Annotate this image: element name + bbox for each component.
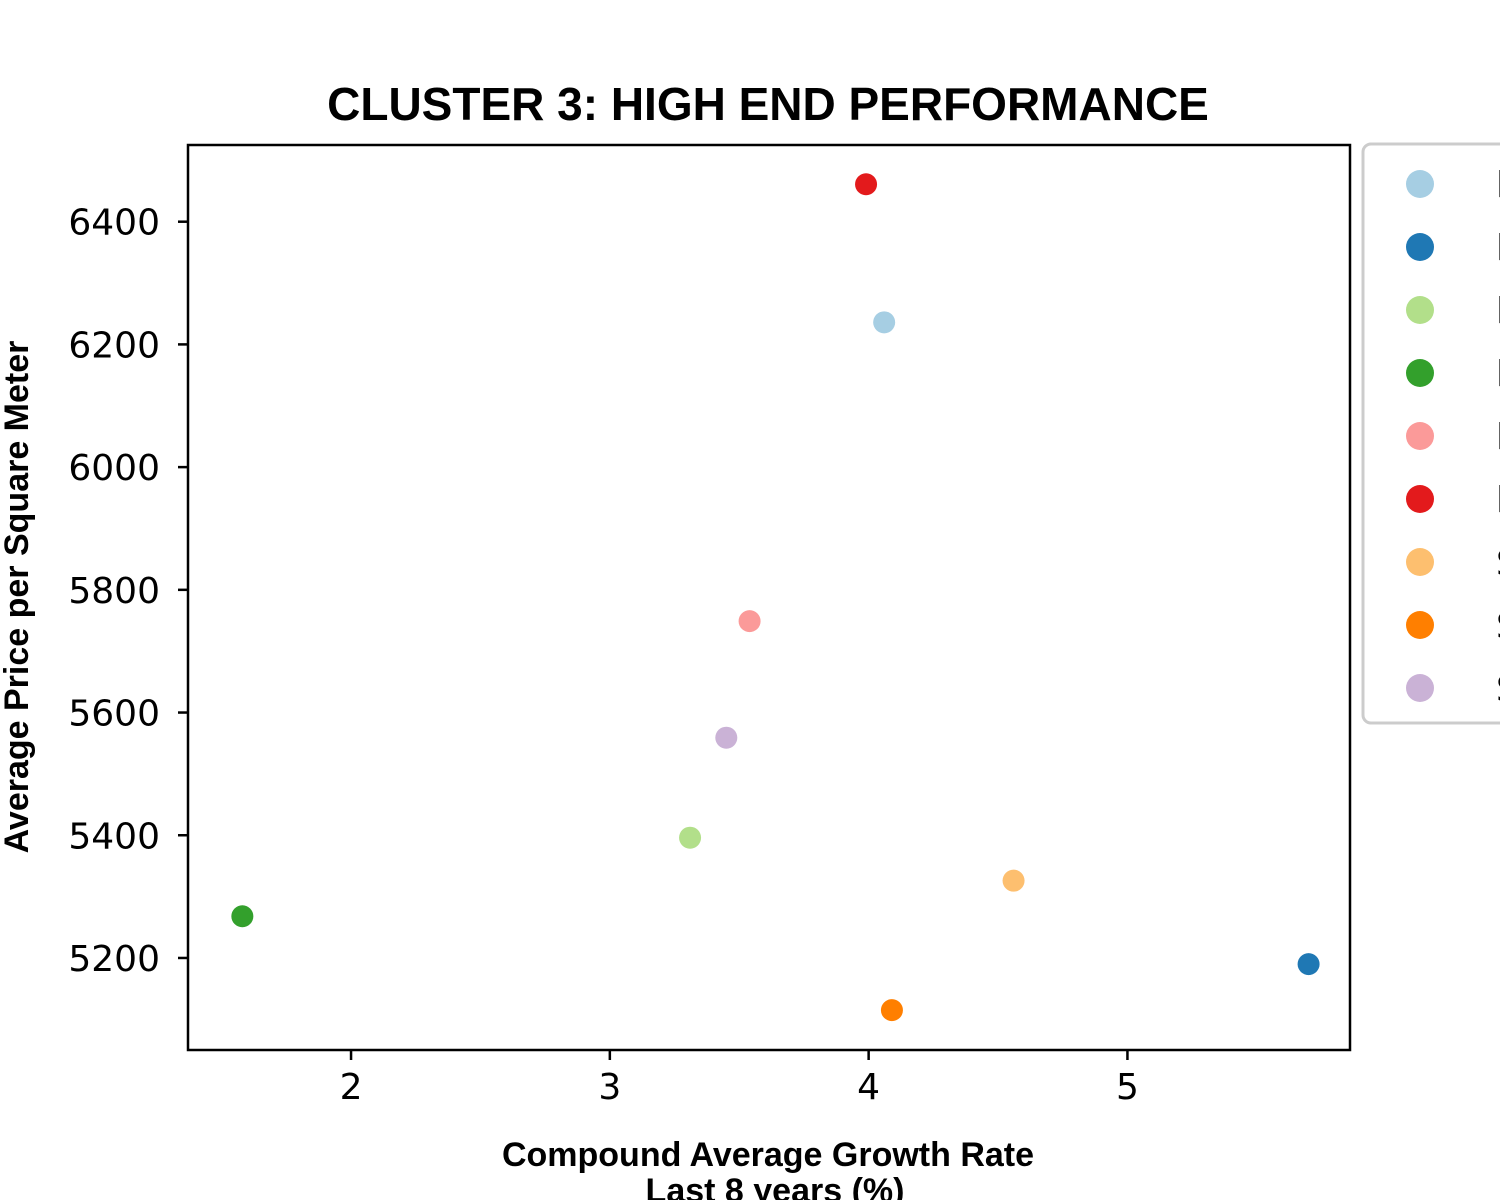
legend-label: l: [1496, 417, 1500, 458]
chart-title: CLUSTER 3: HIGH END PERFORMANCE: [327, 78, 1209, 130]
y-tick-label: 5400: [68, 816, 160, 857]
x-tick-label: 5: [1116, 1067, 1139, 1108]
legend-marker: [1406, 674, 1434, 702]
legend-label: l: [1496, 354, 1500, 395]
x-axis-label-line2: Last 8 years (%): [646, 1172, 905, 1200]
data-point: [1297, 953, 1320, 976]
legend-marker: [1406, 233, 1434, 261]
legend: llllllSSS: [1361, 142, 1500, 725]
data-point: [1002, 869, 1025, 892]
legend-label: l: [1496, 480, 1500, 521]
data-point: [855, 173, 878, 196]
data-point: [715, 726, 738, 749]
x-axis-label-line1: Compound Average Growth Rate: [502, 1136, 1034, 1174]
data-points: [231, 173, 1320, 1022]
y-axis-label: Average Price per Square Meter: [0, 341, 36, 854]
data-point: [880, 999, 903, 1022]
data-point: [679, 826, 702, 849]
y-tick-label: 5600: [68, 694, 160, 735]
y-axis: 5200 5400 5600 5800 6000 6200 6400: [68, 203, 188, 980]
legend-label: S: [1496, 606, 1500, 647]
y-tick-label: 6000: [68, 448, 160, 489]
legend-marker: [1406, 170, 1434, 198]
data-point: [231, 905, 254, 928]
x-tick-label: 2: [340, 1067, 363, 1108]
data-point: [738, 610, 761, 633]
y-tick-label: 5800: [68, 571, 160, 612]
y-tick-label: 6400: [68, 203, 160, 244]
legend-label: l: [1496, 228, 1500, 269]
legend-label: l: [1496, 165, 1500, 206]
x-axis: 2 3 4 5: [340, 1050, 1139, 1108]
legend-marker: [1406, 485, 1434, 513]
legend-marker: [1406, 611, 1434, 639]
legend-marker: [1406, 359, 1434, 387]
legend-label: S: [1496, 543, 1500, 584]
x-tick-label: 4: [857, 1067, 880, 1108]
legend-marker: [1406, 296, 1434, 324]
y-tick-label: 6200: [68, 325, 160, 366]
y-tick-label: 5200: [68, 939, 160, 980]
legend-label: S: [1496, 669, 1500, 710]
legend-marker: [1406, 422, 1434, 450]
plot-area: [186, 143, 1352, 1052]
x-tick-label: 3: [598, 1067, 621, 1108]
legend-marker: [1406, 548, 1434, 576]
legend-label: l: [1496, 291, 1500, 332]
plot-frame: [186, 143, 1352, 1052]
data-point: [873, 311, 896, 334]
